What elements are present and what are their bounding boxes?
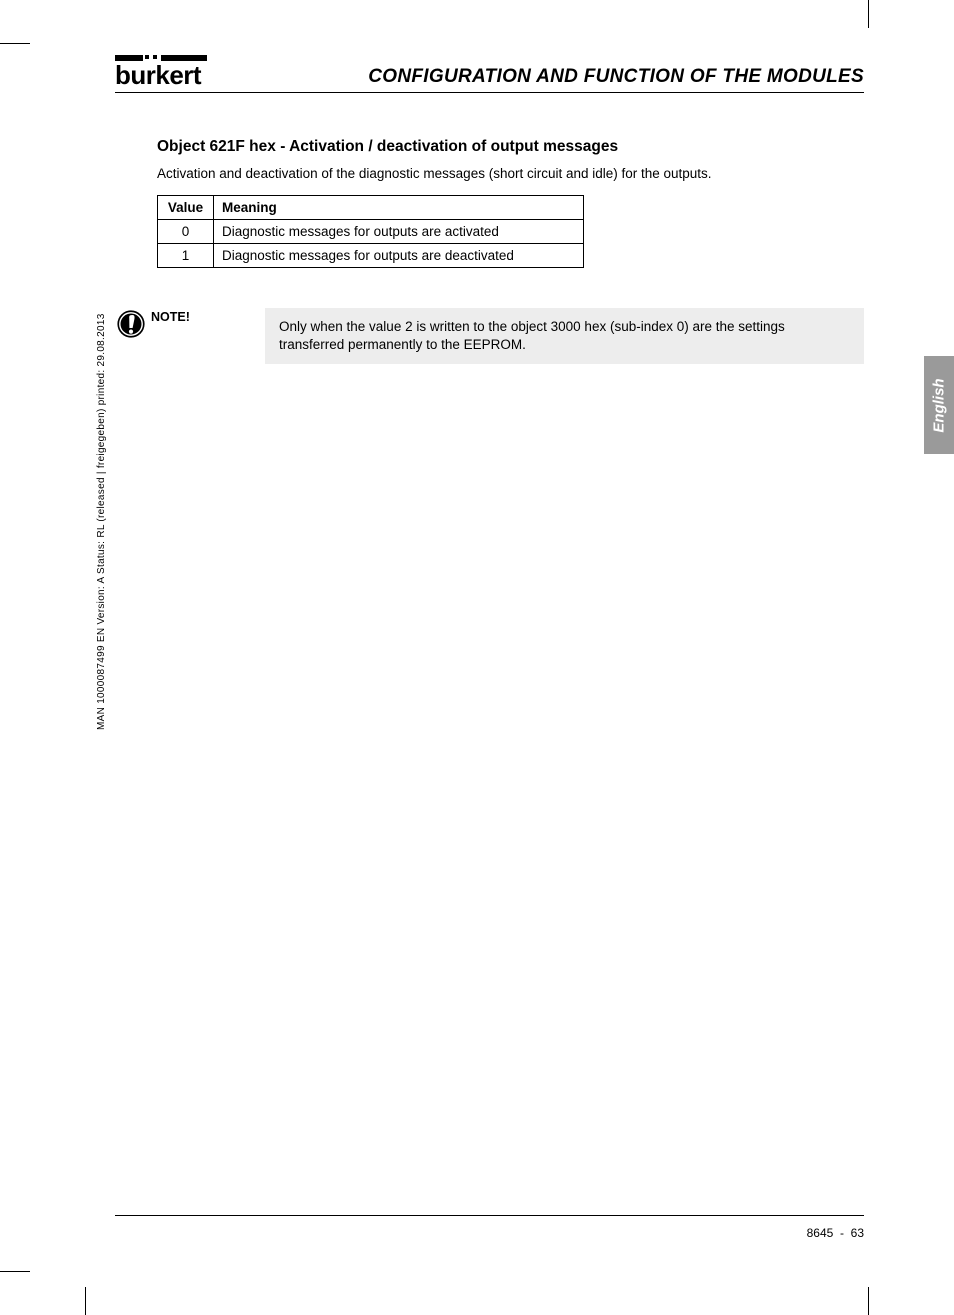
table-cell-value: 0 (158, 220, 214, 244)
page-footer: 8645 - 63 (115, 1215, 864, 1240)
content-section: Object 621F hex - Activation / deactivat… (157, 138, 864, 268)
page-header: burkert CONFIGURATION AND FUNCTION OF TH… (115, 55, 864, 93)
table-header-row: Value Meaning (158, 196, 584, 220)
footer-doc-number: 8645 (807, 1226, 834, 1240)
crop-mark (868, 1287, 869, 1315)
note-header: NOTE! (115, 308, 265, 340)
table-cell-meaning: Diagnostic messages for outputs are acti… (214, 220, 584, 244)
brand-logo: burkert (115, 55, 207, 88)
table-header-value: Value (158, 196, 214, 220)
crop-mark (0, 1271, 30, 1272)
section-heading: Object 621F hex - Activation / deactivat… (157, 138, 864, 156)
note-label: NOTE! (151, 310, 190, 324)
note-text: Only when the value 2 is written to the … (265, 308, 864, 364)
page-content: burkert CONFIGURATION AND FUNCTION OF TH… (115, 55, 864, 1240)
document-meta-sidebar: MAN 1000087499 EN Version: A Status: RL … (96, 313, 107, 730)
crop-mark (0, 43, 30, 44)
value-meaning-table: Value Meaning 0 Diagnostic messages for … (157, 195, 584, 268)
crop-mark (85, 1287, 86, 1315)
table-cell-value: 1 (158, 244, 214, 268)
language-tab-label: English (931, 378, 948, 432)
note-block: NOTE! Only when the value 2 is written t… (115, 308, 864, 364)
page-title: CONFIGURATION AND FUNCTION OF THE MODULE… (368, 66, 864, 88)
section-description: Activation and deactivation of the diagn… (157, 166, 864, 181)
table-row: 0 Diagnostic messages for outputs are ac… (158, 220, 584, 244)
table-row: 1 Diagnostic messages for outputs are de… (158, 244, 584, 268)
table-header-meaning: Meaning (214, 196, 584, 220)
logo-text: burkert (115, 62, 201, 88)
footer-page-number: 63 (851, 1226, 864, 1240)
crop-mark (868, 0, 869, 28)
footer-separator: - (840, 1226, 844, 1240)
language-tab: English (924, 356, 954, 454)
table-cell-meaning: Diagnostic messages for outputs are deac… (214, 244, 584, 268)
attention-icon (115, 308, 147, 340)
